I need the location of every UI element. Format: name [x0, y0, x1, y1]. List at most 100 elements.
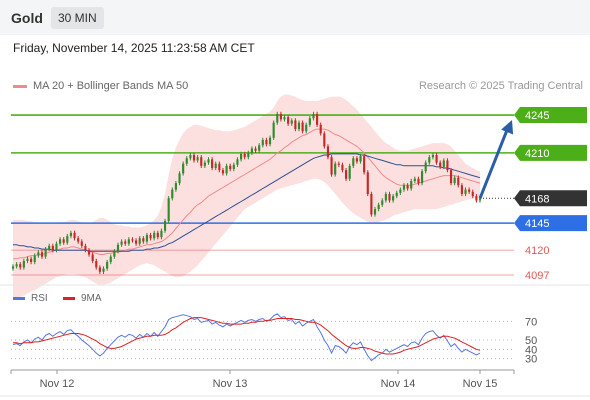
candle-body — [301, 122, 304, 132]
candle-body — [287, 117, 290, 124]
candle-body — [58, 239, 62, 244]
candle-body — [69, 232, 73, 237]
candle-body — [247, 152, 250, 158]
timeframe-button[interactable]: 30 MIN — [51, 7, 104, 29]
candle-body — [26, 258, 29, 261]
candle-body — [370, 193, 373, 215]
time-axis: Nov 12 Nov 13 Nov 14 Nov 15 — [0, 369, 590, 397]
candle-body — [413, 178, 416, 181]
candle-body — [196, 157, 199, 161]
timestamp: Friday, November 14, 2025 11:23:58 AM CE… — [13, 41, 255, 55]
candle-body — [214, 163, 217, 168]
candle-body — [40, 252, 44, 257]
candle-body — [218, 163, 221, 171]
candle-body — [127, 239, 130, 244]
rsi-ma-swatch — [63, 296, 75, 300]
candle-body — [258, 145, 261, 151]
candle-body — [435, 155, 438, 163]
candle-body — [272, 122, 275, 138]
candle-body — [113, 251, 116, 257]
candle-body — [475, 196, 478, 201]
candle-body — [384, 193, 387, 201]
candle-body — [348, 165, 351, 179]
candle-body — [120, 241, 123, 245]
candle-body — [160, 230, 163, 238]
candle-body — [323, 133, 326, 147]
ma20-legend-label: MA 20 + Bollinger Bands — [33, 80, 154, 92]
candle-body — [200, 157, 203, 166]
candle-body — [163, 220, 167, 231]
candle-body — [305, 124, 308, 132]
candle-body — [381, 200, 384, 205]
candle-body — [478, 198, 482, 201]
candle-body — [460, 185, 463, 194]
candles-layer — [11, 111, 482, 274]
candle-body — [377, 204, 380, 210]
candle-body — [359, 156, 362, 162]
candle-body — [182, 163, 185, 174]
candle-body — [420, 171, 424, 184]
candle-body — [171, 189, 174, 199]
candle-body — [80, 241, 83, 246]
ma50-legend-label: MA 50 — [157, 80, 189, 92]
candle-body — [373, 209, 377, 215]
candle-body — [229, 165, 232, 170]
candle-body — [109, 256, 112, 263]
candle-body — [417, 178, 420, 184]
candle-body — [236, 159, 239, 165]
rsi-tick-label: 40 — [525, 344, 537, 356]
candle-body — [156, 232, 159, 238]
candle-body — [276, 113, 279, 123]
candle-body — [442, 160, 445, 167]
candle-body — [334, 163, 337, 175]
candle-body — [232, 164, 235, 170]
price-label-4245: 4245 — [525, 110, 549, 122]
legend-rsi-ma: 9MA — [63, 293, 102, 304]
candle-body — [174, 183, 177, 190]
price-tag-4168 — [514, 190, 587, 207]
candle-body — [203, 162, 206, 166]
candle-body — [98, 267, 101, 272]
candle-body — [330, 157, 333, 175]
candle-body — [297, 122, 301, 130]
price-label-4145: 4145 — [525, 218, 549, 230]
credit-text: Research © 2025 Trading Central — [418, 80, 583, 92]
candle-body — [51, 245, 54, 251]
candle-body — [352, 158, 355, 166]
instrument-title: Gold — [11, 10, 43, 26]
candle-body — [221, 170, 225, 174]
candle-body — [453, 177, 456, 184]
candle-body — [355, 158, 358, 162]
price-tag-4245 — [514, 107, 587, 124]
candle-body — [388, 193, 391, 201]
price-label-4168: 4168 — [525, 193, 549, 205]
price-tag-4210 — [514, 144, 587, 161]
candle-body — [149, 235, 152, 239]
candle-body — [138, 238, 141, 244]
candle-body — [290, 120, 293, 124]
rsi-tick-label: 50 — [525, 335, 537, 347]
candle-body — [279, 113, 282, 120]
candle-body — [439, 162, 442, 167]
legend-ma50: MA 50 — [157, 80, 188, 92]
candle-body — [312, 113, 315, 119]
candle-body — [254, 148, 257, 151]
legend-rsi: RSI — [13, 293, 48, 304]
bollinger-band-layer — [13, 94, 480, 298]
candle-body — [124, 241, 127, 244]
candle-body — [153, 232, 156, 239]
candle-body — [366, 172, 369, 194]
ma20-line — [13, 128, 481, 260]
candle-body — [464, 189, 467, 194]
candle-body — [337, 163, 340, 165]
rsi-legend-label: RSI — [31, 293, 48, 304]
candle-body — [308, 118, 311, 125]
candle-body — [66, 236, 69, 243]
candle-body — [30, 258, 33, 263]
candle-body — [341, 164, 344, 171]
candle-body — [471, 191, 474, 197]
candle-body — [457, 177, 460, 186]
candle-body — [15, 264, 18, 267]
price-label-4210: 4210 — [525, 148, 549, 160]
